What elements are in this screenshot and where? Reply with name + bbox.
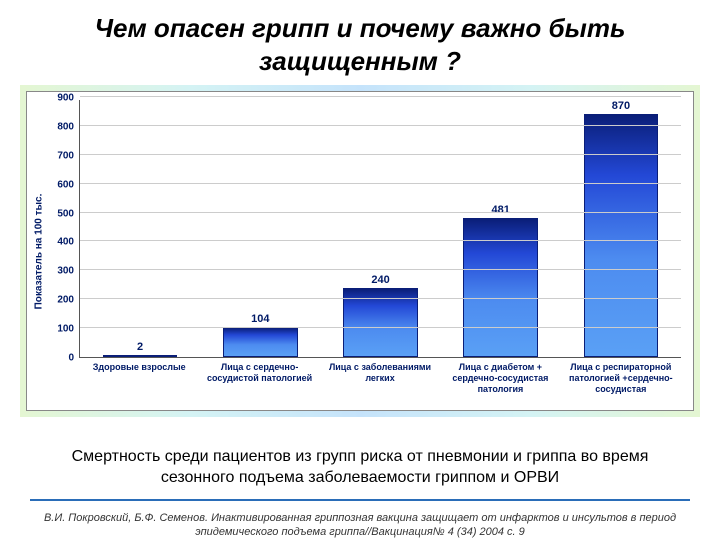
x-axis-labels: Здоровые взрослыеЛица с сердечно-сосудис…	[79, 358, 681, 410]
y-tick: 200	[57, 295, 74, 306]
grid-line	[80, 125, 681, 126]
y-tick: 100	[57, 324, 74, 335]
y-axis-label-wrap: Показатель на 100 тыс.	[27, 92, 51, 410]
bar-column: 104	[200, 100, 320, 357]
x-axis-label: Лица с респираторной патологией +сердечн…	[561, 358, 681, 410]
bar	[223, 327, 298, 357]
y-axis-label: Показатель на 100 тыс.	[34, 193, 45, 309]
grid-line	[80, 327, 681, 328]
grid-line	[80, 240, 681, 241]
slide-title: Чем опасен грипп и почему важно быть защ…	[0, 0, 720, 85]
grid-line	[80, 298, 681, 299]
bar-value-label: 870	[612, 100, 630, 112]
x-axis-label: Лица с заболеваниями легких	[320, 358, 440, 410]
y-tick: 500	[57, 208, 74, 219]
bar-column: 2	[80, 100, 200, 357]
y-tick: 600	[57, 179, 74, 190]
y-tick: 700	[57, 150, 74, 161]
bar-column: 870	[561, 100, 681, 357]
grid-line	[80, 96, 681, 97]
bar-value-label: 2	[137, 341, 143, 353]
y-tick: 0	[68, 353, 74, 364]
y-axis-ticks: 0 100 200 300 400 500 600 700 800 900	[51, 92, 79, 410]
bar	[463, 218, 538, 357]
citation: В.И. Покровский, Б.Ф. Семенов. Инактивир…	[30, 511, 690, 540]
x-axis-label: Здоровые взрослые	[79, 358, 199, 410]
plot: 2 104 240 481 870 Здоровые взрослыеЛица с се…	[79, 92, 681, 410]
y-tick: 300	[57, 266, 74, 277]
grid-line	[80, 212, 681, 213]
plot-area: 2 104 240 481 870	[79, 100, 681, 358]
chart-container: Показатель на 100 тыс. 0 100 200 300 400 500 6…	[20, 85, 700, 417]
bar-value-label: 481	[492, 204, 510, 216]
bar	[584, 114, 659, 357]
bars-group: 2 104 240 481 870	[80, 100, 681, 357]
y-tick: 800	[57, 121, 74, 132]
bar-column: 481	[441, 100, 561, 357]
x-axis-label: Лица с диабетом + сердечно-сосудистая па…	[440, 358, 560, 410]
y-tick: 900	[57, 93, 74, 104]
grid-line	[80, 269, 681, 270]
bar	[103, 355, 178, 357]
bar-value-label: 240	[371, 274, 389, 286]
x-axis-label: Лица с сердечно-сосудистой патологией	[199, 358, 319, 410]
grid-line	[80, 183, 681, 184]
bar-value-label: 104	[251, 313, 269, 325]
chart-frame: Показатель на 100 тыс. 0 100 200 300 400 500 6…	[26, 91, 694, 411]
bar-column: 240	[320, 100, 440, 357]
chart-caption: Смертность среди пациентов из групп риск…	[30, 439, 690, 501]
grid-line	[80, 154, 681, 155]
y-tick: 400	[57, 237, 74, 248]
